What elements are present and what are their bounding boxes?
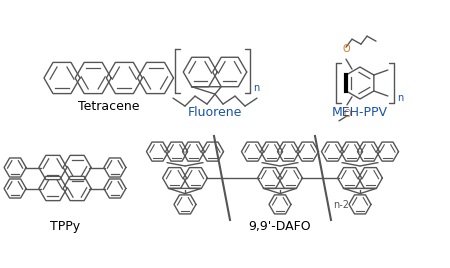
Text: n: n [397,93,403,103]
Text: Fluorene: Fluorene [188,106,242,119]
Text: MEH-PPV: MEH-PPV [332,106,388,119]
Text: Tetracene: Tetracene [78,100,140,113]
Text: O: O [342,44,350,54]
Text: TPPy: TPPy [50,220,80,233]
Text: 9,9'-DAFO: 9,9'-DAFO [249,220,311,233]
Text: O: O [343,109,351,119]
Text: n-2: n-2 [333,200,349,210]
Text: n: n [253,83,259,93]
